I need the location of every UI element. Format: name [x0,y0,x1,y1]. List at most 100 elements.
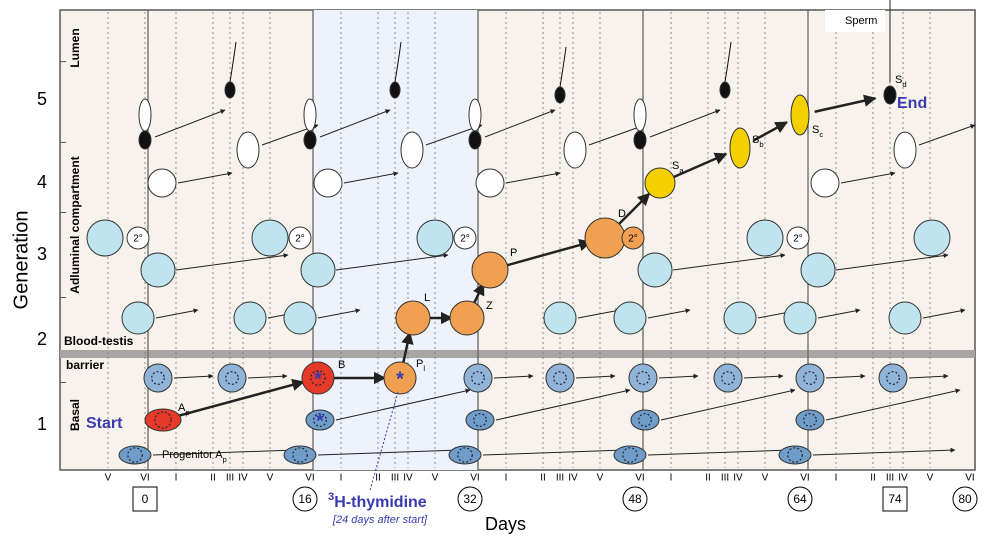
sperm-label-bg [825,10,885,32]
day-label: 48 [628,492,642,506]
cell-label: Sb [752,134,764,149]
cell-label: L [424,292,430,304]
arrow [672,253,786,271]
stage-label: VI [470,473,479,484]
nucleus [638,413,652,427]
nucleus [225,371,239,385]
elongating-spermatid [400,131,424,169]
cell-label: End [897,95,927,112]
pachytene-cell [140,252,176,288]
b-cell [878,363,908,393]
pachytene-cell [800,252,836,288]
label-part: d [902,80,906,89]
round-spermatid [475,168,505,198]
cell-label: Progenitor Ap [162,449,227,464]
p-cell [471,251,509,289]
arrow [647,308,691,319]
arrow [317,308,361,319]
spermatid-tail [633,98,647,132]
a-cell [630,409,660,431]
label-part: H-thymidine [334,494,427,511]
cell-label: Start [86,415,123,432]
nucleus [313,413,327,427]
a-cell [795,409,825,431]
sperm-tail [229,41,237,83]
days-title: Days [485,514,526,534]
elongating-spermatid [563,131,587,169]
sperm-head [389,81,401,99]
d-cell [584,217,626,259]
sperm-head [554,86,566,104]
stage-label: II [210,473,216,484]
arrow [247,373,288,379]
barrier-label: barrier [66,358,104,372]
arrow [335,253,449,271]
arrow [647,447,791,456]
label-marker: * [396,368,404,390]
leptotene-cell [121,301,155,335]
b-cell [217,363,247,393]
thymidine-note: [24 days after start] [332,514,428,526]
nucleus [457,447,473,463]
leptotene-cell [543,301,577,335]
secondary-cell [786,226,810,250]
leptotene-cell [888,301,922,335]
stage-label: III [886,473,894,484]
arrow [840,171,896,184]
thymidine-pointer [369,391,399,491]
stage-label: V [105,473,112,484]
arrow [175,253,289,271]
nucleus [310,370,326,386]
pl-cell [383,361,417,395]
progenitor-cell [448,445,482,465]
axis-title: Generation [10,211,32,310]
label-part: Z [486,300,493,312]
round-spermatid [147,168,177,198]
spermatid-head [303,130,317,150]
arrow [401,331,414,364]
sperm-tail [559,46,567,88]
z-cell [449,300,485,336]
b-cell [628,363,658,393]
secondary-cell [621,226,645,250]
label-part: S [812,124,819,136]
progenitor-cell [283,445,317,465]
pachytene-cell [300,252,336,288]
stage-label: III [391,473,399,484]
round-spermatid [313,168,343,198]
spermatid-head [633,130,647,150]
a-cell [305,409,335,431]
cell-label: D [618,208,626,220]
arrow [817,308,861,319]
day-label: 64 [793,492,807,506]
arrow [814,94,877,113]
ap-cell [144,408,182,432]
stage-label: VI [305,473,314,484]
label-part: Progenitor A [162,449,223,461]
label-part: P [510,247,517,259]
barrier-label: Blood-testis [64,334,134,348]
sd-cell [883,85,897,105]
generation-label: 3 [37,244,47,264]
arrow [812,447,956,456]
arrow [918,124,976,146]
arrow [177,171,233,184]
stage-label: VI [800,473,809,484]
elongating-spermatid [893,131,917,169]
stage-label: III [556,473,564,484]
arrow [922,308,966,319]
spermatid-tail [468,98,482,132]
arrow [177,378,305,418]
stage-label: V [597,473,604,484]
day-circle [292,486,318,512]
nucleus [154,411,172,429]
arrow [575,373,616,379]
label-marker: * [316,410,324,432]
progenitor-cell [118,445,152,465]
sc-cell [790,94,810,136]
nucleus [473,413,487,427]
secondary-label: 2° [628,234,638,245]
arrow [908,373,949,379]
stage-label: II [870,473,876,484]
